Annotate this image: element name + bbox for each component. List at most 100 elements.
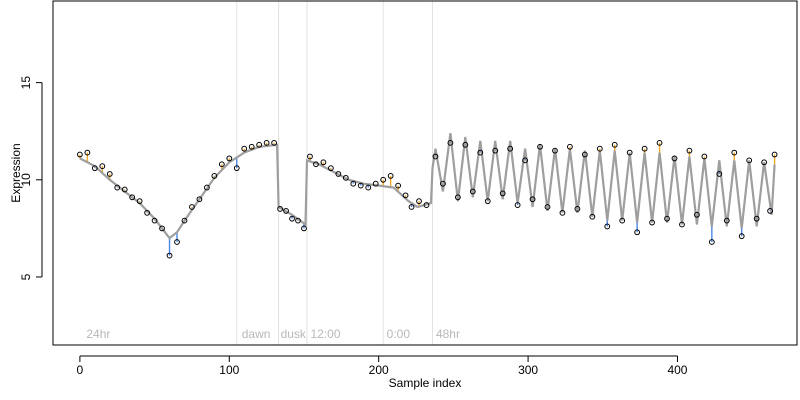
data-point-93 <box>761 159 768 166</box>
data-point-0 <box>76 151 83 158</box>
data-point-15 <box>189 204 195 210</box>
data-point-40 <box>365 184 372 191</box>
data-point-17 <box>203 184 210 191</box>
region-label-2: dusk <box>281 327 307 341</box>
data-point-55 <box>477 149 484 156</box>
data-point-13 <box>174 239 180 245</box>
data-point-31 <box>301 225 307 232</box>
data-point-27 <box>277 206 283 212</box>
data-point-86 <box>708 239 715 245</box>
data-point-78 <box>649 219 655 226</box>
data-point-34 <box>320 159 327 166</box>
y-tick-label-1: 10 <box>19 173 33 187</box>
data-point-59 <box>507 145 514 152</box>
data-point-10 <box>151 217 158 224</box>
x-axis: 0 100 200 300 400 <box>77 355 688 377</box>
data-point-43 <box>387 173 394 179</box>
data-point-41 <box>372 180 379 187</box>
data-point-61 <box>522 157 528 164</box>
data-point-63 <box>537 143 543 150</box>
data-point-88 <box>723 217 730 224</box>
data-point-6 <box>121 186 128 193</box>
y-axis: 5 10 15 <box>19 76 43 280</box>
data-point-68 <box>574 206 581 212</box>
data-point-26 <box>271 139 278 146</box>
x-tick-label-4: 400 <box>667 363 687 377</box>
y-tick-label-2: 15 <box>19 76 33 90</box>
data-point-25 <box>263 139 270 146</box>
data-point-7 <box>129 194 136 201</box>
region-label-4: 0:00 <box>387 327 411 341</box>
data-point-83 <box>686 147 693 154</box>
data-point-53 <box>462 141 469 148</box>
data-point-58 <box>499 190 506 197</box>
observed-points <box>76 139 778 259</box>
data-point-5 <box>114 184 121 191</box>
data-point-76 <box>634 229 641 236</box>
data-point-95 <box>771 151 778 158</box>
data-point-3 <box>99 163 106 170</box>
data-point-48 <box>423 202 430 208</box>
data-point-4 <box>106 171 113 177</box>
data-point-73 <box>611 141 618 148</box>
data-point-22 <box>241 145 248 152</box>
data-point-12 <box>166 252 173 259</box>
data-point-46 <box>408 204 415 210</box>
data-point-28 <box>283 207 289 214</box>
data-point-38 <box>350 180 357 187</box>
data-point-21 <box>233 165 240 172</box>
data-point-50 <box>440 180 446 187</box>
data-point-2 <box>91 165 98 172</box>
data-point-84 <box>694 211 700 218</box>
data-point-60 <box>514 202 521 208</box>
data-point-94 <box>767 207 774 214</box>
data-point-87 <box>716 171 723 177</box>
data-point-56 <box>484 198 491 205</box>
x-tick-label-2: 200 <box>369 363 389 377</box>
data-point-90 <box>738 233 745 240</box>
data-point-23 <box>248 143 255 150</box>
data-point-37 <box>342 174 349 181</box>
data-point-52 <box>454 194 461 201</box>
data-point-57 <box>492 147 499 154</box>
data-point-71 <box>596 145 603 152</box>
data-point-74 <box>619 217 626 224</box>
data-point-80 <box>664 215 670 222</box>
region-labels: 24hr dawn dusk 12:00 0:00 48hr <box>86 327 460 341</box>
region-label-0: 24hr <box>86 327 110 341</box>
y-tick-label-0: 5 <box>19 273 33 280</box>
data-point-79 <box>656 139 663 146</box>
data-point-9 <box>144 209 151 216</box>
data-point-64 <box>544 204 551 210</box>
data-point-54 <box>469 188 476 195</box>
data-point-66 <box>559 209 566 216</box>
data-point-19 <box>218 161 225 168</box>
data-point-39 <box>357 182 364 189</box>
data-point-14 <box>181 217 188 224</box>
data-point-51 <box>447 139 454 146</box>
data-point-92 <box>753 215 760 222</box>
x-tick-label-1: 100 <box>219 363 239 377</box>
data-point-35 <box>327 165 334 172</box>
data-point-65 <box>552 147 558 154</box>
data-point-82 <box>679 221 685 228</box>
fitted-curve <box>79 133 776 240</box>
data-point-30 <box>295 217 301 224</box>
data-point-49 <box>432 153 439 160</box>
plot-frame <box>52 0 798 346</box>
data-point-77 <box>641 145 648 152</box>
x-tick-label-3: 300 <box>518 363 538 377</box>
data-point-67 <box>567 143 573 150</box>
data-point-75 <box>626 149 633 156</box>
data-point-24 <box>256 141 263 148</box>
region-label-3: 12:00 <box>310 327 340 341</box>
data-point-47 <box>416 198 422 205</box>
data-point-20 <box>226 155 233 162</box>
data-point-29 <box>289 215 295 222</box>
data-point-11 <box>159 225 165 232</box>
data-point-18 <box>211 173 218 179</box>
data-point-69 <box>581 151 588 158</box>
data-point-42 <box>380 176 387 183</box>
data-point-72 <box>604 223 611 230</box>
